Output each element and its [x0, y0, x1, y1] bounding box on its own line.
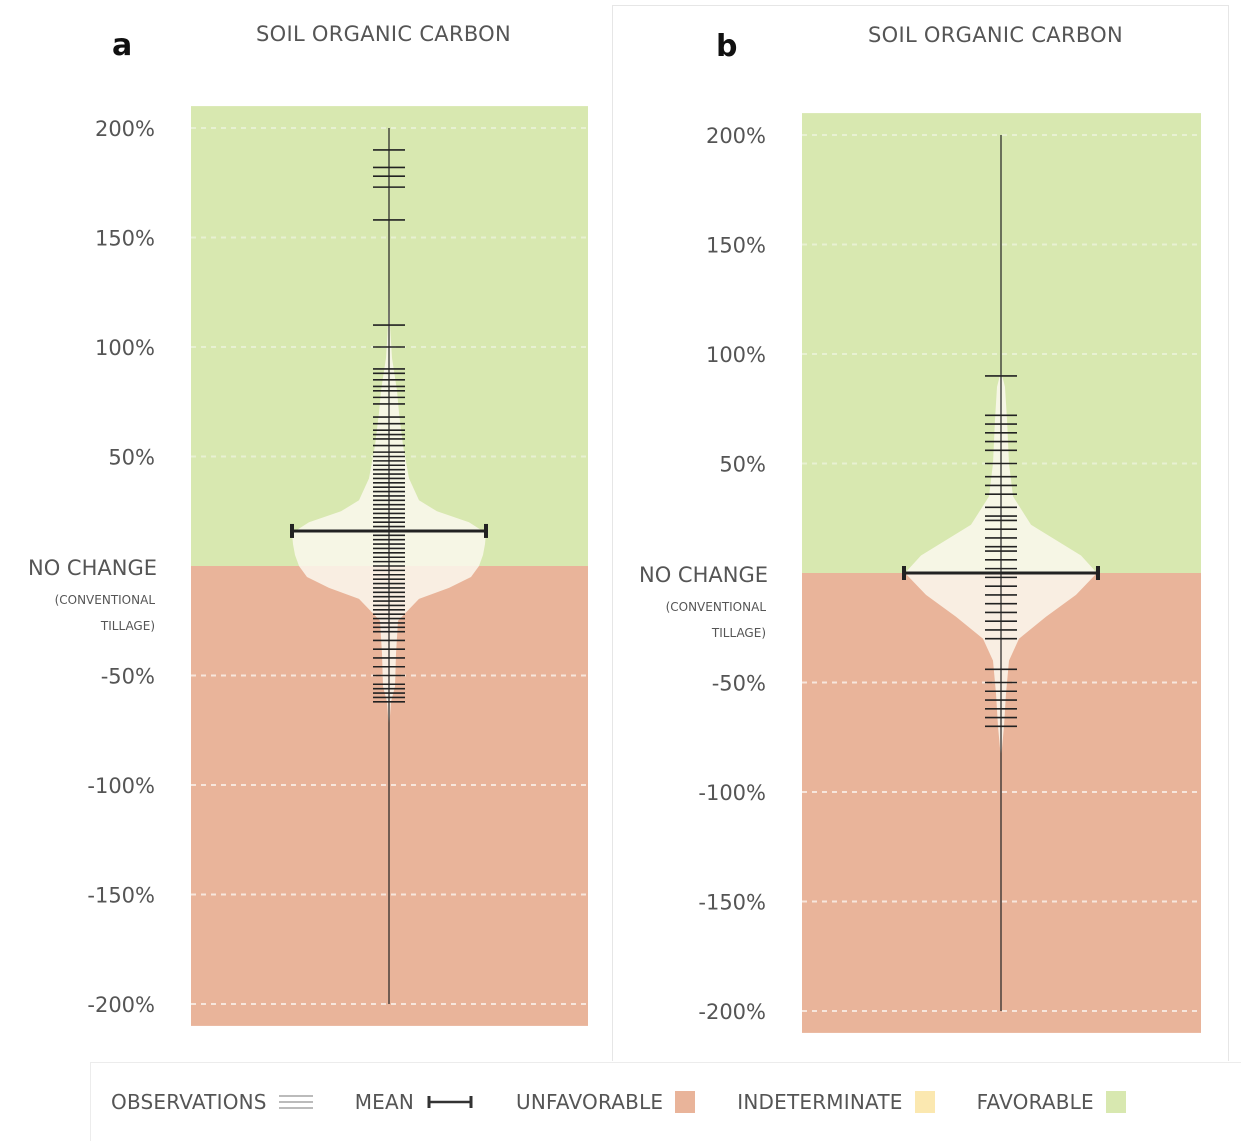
no-change-label: NO CHANGE: [639, 563, 768, 587]
tillage-label: TILLAGE): [711, 626, 766, 640]
y-tick-label: 50%: [108, 446, 155, 470]
y-tick-label: -50%: [101, 665, 155, 689]
legend: OBSERVATIONS MEAN UNFAVORABLE INDETERMIN…: [90, 1062, 1241, 1141]
y-tick-label: 150%: [706, 234, 766, 258]
legend-label: OBSERVATIONS: [111, 1090, 267, 1114]
legend-item-mean: MEAN: [355, 1090, 474, 1114]
y-tick-label: 200%: [706, 124, 766, 148]
unfavorable-swatch: [675, 1091, 696, 1113]
no-change-label: NO CHANGE: [28, 556, 157, 580]
legend-item-observations: OBSERVATIONS: [111, 1090, 313, 1114]
y-tick-label: -100%: [87, 774, 155, 798]
legend-item-unfavorable: UNFAVORABLE: [516, 1090, 696, 1114]
mean-whisker-icon: [427, 1096, 473, 1108]
y-tick-label: 150%: [95, 227, 155, 251]
observations-lines-icon: [278, 1095, 313, 1109]
y-tick-label: -50%: [712, 672, 766, 696]
y-tick-label: -200%: [698, 1000, 766, 1024]
panel-b: b SOIL ORGANIC CARBON 200% 150% 100% 50% NO …: [612, 5, 1229, 1061]
tillage-label: TILLAGE): [100, 619, 155, 633]
y-tick-label: 200%: [95, 117, 155, 141]
legend-item-indeterminate: INDETERMINATE: [737, 1090, 935, 1114]
y-tick-label: -200%: [87, 993, 155, 1017]
panel-letter: a: [112, 28, 133, 63]
legend-item-favorable: FAVORABLE: [977, 1090, 1126, 1114]
violin-chart-b: 200% 150% 100% 50% NO CHANGE (CONVENTIONAL TIL…: [639, 113, 1201, 1033]
panel-a: a SOIL ORGANIC CARBON 200% 150% 100% 50% NO …: [0, 0, 615, 1055]
chart-title: SOIL ORGANIC CARBON: [868, 23, 1124, 47]
panel-letter: b: [716, 29, 738, 64]
conventional-label: (CONVENTIONAL: [55, 593, 156, 607]
y-tick-label: -100%: [698, 781, 766, 805]
legend-label: MEAN: [354, 1090, 415, 1114]
y-tick-label: 100%: [95, 336, 155, 360]
legend-label: UNFAVORABLE: [516, 1090, 664, 1114]
y-tick-label: 100%: [706, 343, 766, 367]
y-tick-label: -150%: [698, 891, 766, 915]
conventional-label: (CONVENTIONAL: [666, 600, 767, 614]
favorable-swatch: [1105, 1091, 1126, 1113]
legend-label: INDETERMINATE: [737, 1090, 903, 1114]
indeterminate-swatch: [914, 1091, 935, 1113]
violin-chart-a: 200% 150% 100% 50% NO CHANGE (CONVENTIONAL TIL…: [28, 106, 588, 1026]
y-tick-label: 50%: [719, 453, 766, 477]
chart-title: SOIL ORGANIC CARBON: [256, 22, 512, 46]
y-tick-label: -150%: [87, 884, 155, 908]
legend-label: FAVORABLE: [976, 1090, 1094, 1114]
